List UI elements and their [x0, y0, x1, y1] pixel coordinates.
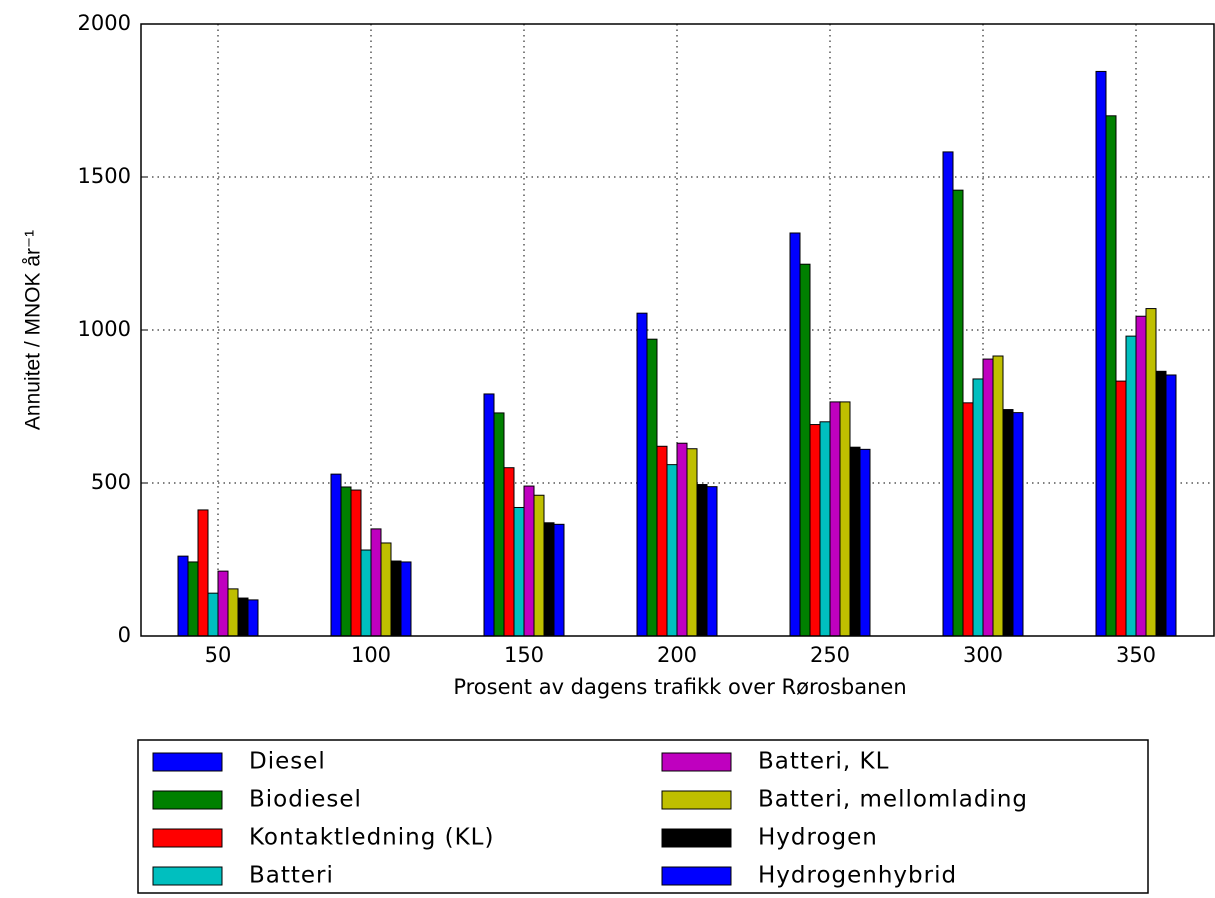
- legend-swatch: [661, 866, 732, 886]
- bar: [809, 424, 821, 637]
- bar: [543, 522, 555, 637]
- bar: [493, 412, 505, 637]
- legend-label: Batteri: [249, 863, 334, 889]
- bar: [187, 561, 199, 637]
- legend-label: Hydrogenhybrid: [758, 863, 957, 889]
- legend-swatch: [152, 752, 223, 772]
- bar: [513, 506, 525, 637]
- bar: [400, 561, 412, 637]
- bar: [676, 442, 688, 637]
- bar: [483, 393, 495, 637]
- bar: [370, 528, 382, 637]
- y-tick-label: 0: [118, 623, 131, 647]
- bar: [533, 494, 545, 637]
- bar: [992, 355, 1004, 637]
- y-tick-label: 500: [91, 470, 131, 494]
- y-tick-label: 1500: [78, 164, 131, 188]
- legend-swatch: [152, 866, 223, 886]
- bar: [1115, 380, 1127, 637]
- x-tick-label: 150: [504, 643, 544, 667]
- bar: [1125, 335, 1137, 637]
- legend-swatch: [152, 790, 223, 810]
- x-tick-label: 350: [1116, 643, 1156, 667]
- bar: [350, 489, 362, 637]
- legend-box: [137, 739, 1149, 894]
- plot-frame: [140, 23, 1215, 637]
- bar: [1105, 115, 1117, 637]
- legend-swatch: [661, 790, 732, 810]
- x-tick-label: 250: [810, 643, 850, 667]
- x-tick-label: 100: [351, 643, 391, 667]
- bar: [237, 597, 249, 637]
- legend-label: Batteri, mellomlading: [758, 787, 1028, 813]
- bar: [972, 378, 984, 637]
- bar: [819, 421, 831, 637]
- bar: [789, 232, 801, 637]
- x-tick-label: 200: [657, 643, 697, 667]
- bar: [197, 509, 209, 637]
- bar: [982, 358, 994, 637]
- legend-swatch: [661, 828, 732, 848]
- bar: [523, 485, 535, 637]
- bar: [656, 445, 668, 637]
- bar: [503, 467, 515, 637]
- bar: [340, 486, 352, 637]
- bar: [380, 542, 392, 637]
- bar: [1165, 374, 1177, 637]
- bar: [227, 588, 239, 637]
- bar: [177, 555, 189, 637]
- legend-label: Kontaktledning (KL): [249, 825, 494, 851]
- bar: [360, 549, 372, 637]
- legend-label: Biodiesel: [249, 787, 362, 813]
- y-tick-label: 1000: [78, 317, 131, 341]
- bar: [330, 473, 342, 637]
- x-axis-label: Prosent av dagens trafikk over Rørosbane…: [453, 675, 906, 699]
- bar: [207, 592, 219, 637]
- legend-label: Hydrogen: [758, 825, 878, 851]
- bar: [1135, 315, 1147, 637]
- bar: [962, 402, 974, 637]
- bar: [829, 401, 841, 637]
- bar: [686, 448, 698, 637]
- bar: [666, 464, 678, 637]
- bar: [217, 570, 229, 637]
- legend-label: Diesel: [249, 749, 326, 775]
- legend-swatch: [152, 828, 223, 848]
- x-tick-label: 50: [205, 643, 232, 667]
- legend-swatch: [661, 752, 732, 772]
- bar: [1145, 308, 1157, 637]
- bar: [942, 151, 954, 637]
- bar: [696, 484, 708, 637]
- bar: [553, 523, 565, 637]
- x-tick-label: 300: [963, 643, 1003, 667]
- bar: [1012, 412, 1024, 637]
- bar: [1095, 70, 1107, 637]
- bar: [706, 486, 718, 637]
- bar: [390, 560, 402, 637]
- bar: [247, 599, 259, 637]
- y-axis-label: Annuitet / MNOK år⁻¹: [22, 230, 45, 430]
- bar: [952, 189, 964, 637]
- y-tick-label: 2000: [78, 11, 131, 35]
- bar: [1002, 409, 1014, 637]
- bar: [646, 338, 658, 637]
- bar: [636, 312, 648, 637]
- bar: [1155, 370, 1167, 637]
- bar: [799, 263, 811, 637]
- bar: [849, 446, 861, 637]
- bar: [839, 401, 851, 637]
- bar: [859, 448, 871, 637]
- legend-label: Batteri, KL: [758, 749, 889, 775]
